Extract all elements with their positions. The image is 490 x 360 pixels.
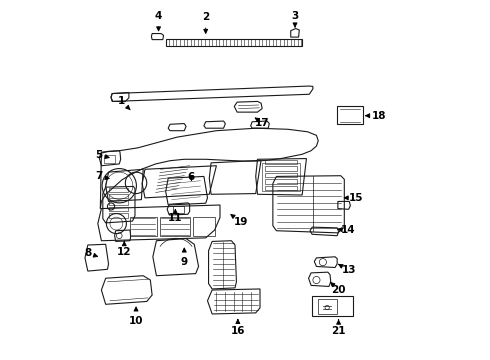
Bar [130, 217, 157, 237]
Bar [193, 217, 215, 237]
Text: 10: 10 [129, 307, 143, 326]
Text: 4: 4 [155, 12, 162, 31]
Text: 14: 14 [338, 225, 356, 235]
Bar [265, 179, 297, 184]
Text: 11: 11 [168, 210, 183, 222]
Text: 20: 20 [330, 282, 346, 295]
Text: 19: 19 [231, 215, 248, 227]
Text: 17: 17 [255, 118, 270, 128]
Bar [337, 107, 363, 123]
Bar [109, 194, 128, 198]
Bar [160, 217, 190, 237]
Text: 6: 6 [188, 172, 195, 182]
Bar [109, 201, 128, 204]
Text: 13: 13 [339, 264, 356, 275]
Text: 9: 9 [181, 248, 188, 267]
Bar [262, 163, 300, 192]
Bar [173, 206, 184, 213]
Bar [265, 166, 297, 171]
Text: 18: 18 [366, 111, 386, 121]
Bar [265, 173, 297, 177]
Bar [265, 160, 297, 164]
Text: 2: 2 [202, 13, 209, 33]
Bar [312, 296, 353, 316]
Bar [265, 186, 297, 190]
Bar [109, 207, 128, 211]
Text: 5: 5 [96, 150, 109, 160]
Text: 12: 12 [117, 242, 131, 257]
Text: 8: 8 [84, 248, 98, 258]
Text: 3: 3 [292, 11, 298, 27]
Text: 16: 16 [231, 320, 245, 336]
Text: 15: 15 [344, 193, 363, 203]
Bar [109, 213, 128, 217]
Bar [109, 188, 128, 192]
Text: 7: 7 [96, 171, 109, 181]
Bar [104, 155, 115, 163]
Bar [318, 299, 337, 314]
Text: 21: 21 [331, 320, 346, 336]
Text: 1: 1 [118, 96, 130, 110]
